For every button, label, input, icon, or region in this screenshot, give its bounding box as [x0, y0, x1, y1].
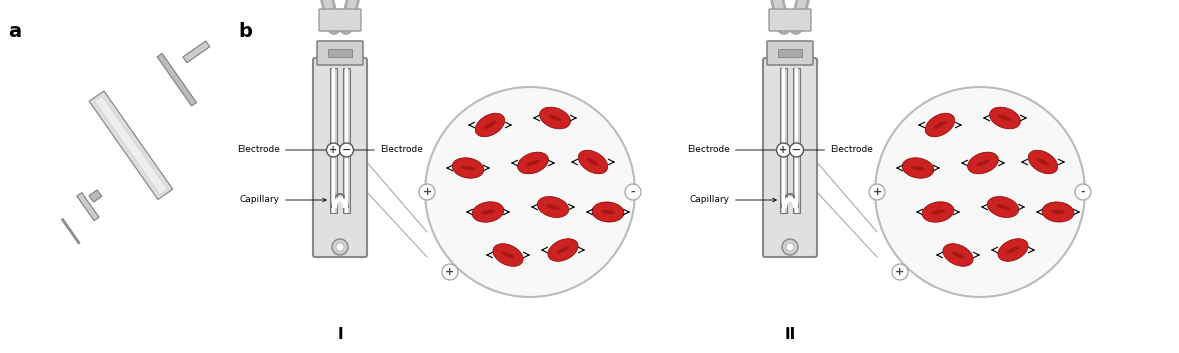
Polygon shape — [61, 219, 80, 244]
Ellipse shape — [501, 251, 514, 258]
FancyBboxPatch shape — [312, 58, 367, 257]
Ellipse shape — [989, 107, 1020, 129]
Circle shape — [424, 87, 635, 297]
Ellipse shape — [538, 197, 568, 217]
Ellipse shape — [526, 160, 540, 166]
Text: +: + — [329, 145, 337, 155]
FancyBboxPatch shape — [769, 9, 811, 31]
Text: +: + — [779, 145, 788, 155]
Circle shape — [786, 243, 793, 251]
Ellipse shape — [931, 210, 946, 214]
Text: Capillary: Capillary — [241, 196, 327, 204]
Ellipse shape — [951, 251, 964, 258]
Ellipse shape — [578, 150, 607, 174]
Text: +: + — [895, 267, 904, 277]
Circle shape — [777, 143, 790, 157]
Bar — [345, 68, 348, 213]
Polygon shape — [94, 96, 167, 195]
Polygon shape — [183, 41, 210, 63]
Circle shape — [782, 239, 798, 255]
Ellipse shape — [548, 115, 562, 121]
Ellipse shape — [546, 204, 560, 210]
Text: Electrode: Electrode — [237, 145, 331, 155]
Bar — [328, 49, 353, 57]
Text: Electrode: Electrode — [687, 145, 780, 155]
Ellipse shape — [1028, 150, 1058, 174]
Bar — [780, 68, 788, 213]
Polygon shape — [157, 53, 197, 106]
Bar — [782, 68, 785, 213]
Ellipse shape — [996, 204, 1010, 210]
Polygon shape — [77, 193, 99, 221]
FancyBboxPatch shape — [320, 9, 361, 31]
Ellipse shape — [1050, 210, 1065, 214]
Text: +: + — [446, 267, 455, 277]
Ellipse shape — [926, 113, 955, 137]
Text: −: − — [342, 145, 351, 155]
Circle shape — [875, 87, 1085, 297]
Ellipse shape — [556, 246, 569, 253]
Circle shape — [442, 264, 457, 280]
Ellipse shape — [1042, 202, 1074, 222]
FancyBboxPatch shape — [317, 41, 363, 65]
Ellipse shape — [461, 166, 475, 170]
Text: I: I — [337, 327, 343, 342]
Ellipse shape — [943, 244, 973, 266]
Text: −: − — [792, 145, 802, 155]
Ellipse shape — [968, 152, 999, 174]
Text: a: a — [8, 22, 21, 41]
Text: Electrode: Electrode — [349, 145, 423, 155]
Circle shape — [332, 239, 348, 255]
Ellipse shape — [587, 158, 599, 166]
Ellipse shape — [481, 210, 495, 214]
Text: -: - — [631, 187, 635, 197]
Circle shape — [1075, 184, 1091, 200]
Ellipse shape — [483, 121, 496, 129]
Text: Capillary: Capillary — [690, 196, 776, 204]
Ellipse shape — [987, 197, 1019, 217]
Circle shape — [327, 143, 341, 157]
Ellipse shape — [976, 160, 990, 166]
Circle shape — [336, 243, 344, 251]
Ellipse shape — [902, 158, 934, 178]
Polygon shape — [90, 91, 173, 199]
Ellipse shape — [493, 244, 523, 266]
FancyBboxPatch shape — [768, 41, 814, 65]
Bar — [793, 68, 801, 213]
Bar — [343, 68, 350, 213]
Ellipse shape — [453, 158, 483, 178]
Circle shape — [869, 184, 885, 200]
Ellipse shape — [1007, 246, 1020, 253]
Bar — [332, 68, 335, 213]
Ellipse shape — [999, 115, 1012, 121]
Text: +: + — [422, 187, 432, 197]
Text: -: - — [1081, 187, 1086, 197]
Bar — [778, 49, 802, 57]
Ellipse shape — [472, 202, 503, 222]
Ellipse shape — [601, 210, 615, 214]
Circle shape — [625, 184, 641, 200]
Ellipse shape — [540, 107, 571, 129]
Ellipse shape — [934, 121, 947, 129]
Ellipse shape — [475, 113, 505, 137]
Text: b: b — [238, 22, 252, 41]
Bar — [330, 68, 337, 213]
Ellipse shape — [922, 202, 954, 222]
Circle shape — [340, 143, 354, 157]
FancyBboxPatch shape — [763, 58, 817, 257]
Text: Electrode: Electrode — [799, 145, 872, 155]
Ellipse shape — [548, 239, 578, 261]
Ellipse shape — [592, 202, 624, 222]
Circle shape — [419, 184, 435, 200]
Polygon shape — [88, 190, 101, 202]
Ellipse shape — [911, 166, 926, 170]
Bar — [795, 68, 798, 213]
Ellipse shape — [1036, 158, 1049, 166]
Text: II: II — [784, 327, 796, 342]
Ellipse shape — [997, 239, 1028, 261]
Text: +: + — [872, 187, 882, 197]
Circle shape — [790, 143, 804, 157]
Ellipse shape — [518, 152, 548, 174]
Circle shape — [893, 264, 908, 280]
